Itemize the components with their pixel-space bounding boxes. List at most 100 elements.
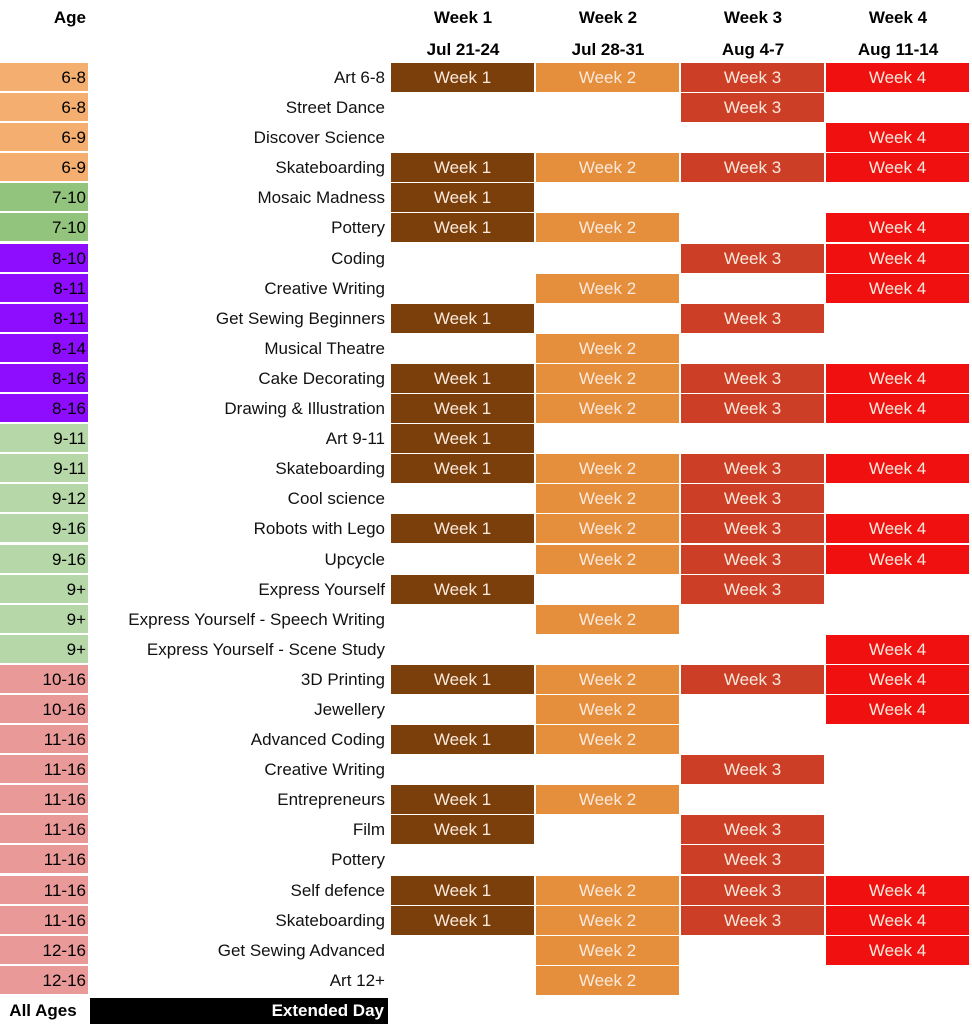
week-3-cell: Week 3 (681, 243, 824, 273)
table-row: 11-16 Film Week 1 Week 3 (0, 815, 972, 845)
table-row: 6-9 Discover Science Week 4 (0, 123, 972, 153)
week-4-dates: Aug 11-14 (857, 40, 939, 59)
table-row: 11-16 Advanced Coding Week 1 Week 2 (0, 725, 972, 755)
course-name: Entrepreneurs (277, 790, 385, 810)
week-1-cell: Week 1 (391, 574, 534, 604)
week-2-cell: Week 2 (536, 544, 679, 574)
course-name: Discover Science (253, 128, 385, 148)
week-2-cell: Week 2 (536, 694, 679, 724)
week-3-cell: Week 3 (681, 303, 824, 333)
course-name: Pottery (331, 218, 385, 238)
course-name: Musical Theatre (264, 338, 385, 358)
week-4-cell: Week 4 (826, 394, 969, 424)
course-name: Cool science (287, 489, 385, 509)
course-name: Cake Decorating (258, 368, 385, 388)
course-name: Creative Writing (264, 760, 385, 780)
week-1-header: Week 1 (433, 8, 493, 27)
course-name: Pottery (331, 850, 385, 870)
week-1-cell: Week 1 (391, 303, 534, 333)
week-2-cell: Week 2 (536, 63, 679, 92)
extended-day-row: All Ages Extended Day (0, 996, 972, 1024)
week-3-cell: Week 3 (681, 153, 824, 183)
week-3-cell: Week 3 (681, 544, 824, 574)
week-2-cell: Week 2 (536, 604, 679, 634)
week-1-cell: Week 1 (391, 875, 534, 905)
week-1-cell: Week 1 (391, 815, 534, 845)
week-2-cell: Week 2 (536, 965, 679, 995)
week-4-cell: Week 4 (826, 664, 969, 694)
week-4-cell: Week 4 (826, 514, 969, 544)
course-name: Advanced Coding (250, 730, 385, 750)
table-row: 9+ Express Yourself - Speech Writing Week … (0, 604, 972, 635)
week-2-cell: Week 2 (536, 514, 679, 544)
week-3-cell: Week 3 (681, 574, 824, 604)
week-4-cell: Week 4 (826, 694, 969, 724)
course-name: Robots with Lego (253, 519, 385, 539)
age-range-cell: 11-16 (0, 725, 88, 755)
table-row: 9-11 Skateboarding Week 1 Week 2 Week 3 Week … (0, 454, 972, 484)
week-4-cell: Week 4 (826, 213, 969, 243)
course-name: Creative Writing (264, 278, 385, 298)
table-row: 6-8 Street Dance Week 3 (0, 93, 972, 123)
week-1-cell: Week 1 (391, 454, 534, 484)
age-range-cell: 6-9 (0, 153, 88, 183)
week-3-cell: Week 3 (681, 664, 824, 694)
week-4-cell: Week 4 (826, 153, 969, 183)
course-name: Art 6-8 (333, 68, 385, 87)
course-name: Street Dance (285, 98, 385, 118)
week-1-cell: Week 1 (391, 363, 534, 393)
week-3-cell: Week 3 (681, 815, 824, 845)
age-column-header: Age (53, 8, 86, 27)
age-range-cell: 8-11 (0, 303, 88, 333)
week-1-cell: Week 1 (391, 183, 534, 213)
age-range-cell: 11-16 (0, 755, 88, 785)
week-3-cell: Week 3 (681, 363, 824, 393)
week-3-dates: Aug 4-7 (721, 40, 785, 59)
table-row: 8-14 Musical Theatre Week 2 (0, 333, 972, 364)
week-1-cell: Week 1 (391, 785, 534, 815)
age-range-cell: 9-12 (0, 484, 88, 514)
course-name: Skateboarding (275, 459, 385, 479)
week-1-cell: Week 1 (391, 63, 534, 92)
week-1-cell: Week 1 (391, 394, 534, 424)
table-row: 11-16 Self defence Week 1 Week 2 Week 3 Week … (0, 875, 972, 906)
week-1-cell: Week 1 (391, 153, 534, 183)
age-range-cell: 9-11 (0, 454, 88, 484)
week-1-cell: Week 1 (391, 213, 534, 243)
table-row: 10-16 Jewellery Week 2 Week 4 (0, 694, 972, 725)
age-range-cell: 6-8 (0, 63, 88, 92)
course-name: Coding (331, 248, 385, 268)
course-name: Film (352, 820, 385, 840)
week-2-cell: Week 2 (536, 664, 679, 694)
week-2-dates: Jul 28-31 (571, 40, 645, 59)
age-range-cell: 8-10 (0, 243, 88, 273)
course-name: Self defence (290, 880, 385, 900)
table-row: 11-16 Entrepreneurs Week 1 Week 2 (0, 785, 972, 815)
week-4-cell: Week 4 (826, 935, 969, 965)
week-4-cell: Week 4 (826, 273, 969, 303)
week-2-cell: Week 2 (536, 875, 679, 905)
table-row: 7-10 Mosaic Madness Week 1 (0, 183, 972, 213)
week-3-cell: Week 3 (681, 394, 824, 424)
week-2-cell: Week 2 (536, 363, 679, 393)
extended-day-bar: Extended Day (90, 997, 388, 1024)
week-3-cell: Week 3 (681, 63, 824, 92)
week-4-cell: Week 4 (826, 875, 969, 905)
age-range-cell: 9-16 (0, 514, 88, 544)
course-name: Express Yourself (258, 579, 385, 599)
week-3-header: Week 3 (723, 8, 783, 27)
age-range-cell: 8-14 (0, 333, 88, 363)
course-name: Get Sewing Advanced (217, 940, 385, 960)
course-name: Get Sewing Beginners (215, 308, 385, 328)
age-range-cell: 10-16 (0, 664, 88, 694)
course-name: Art 9-11 (325, 429, 385, 449)
week-2-cell: Week 2 (536, 213, 679, 243)
course-name: Drawing & Illustration (224, 399, 385, 419)
table-row: 9+ Express Yourself - Scene Study Week 4 (0, 634, 972, 665)
table-row: 12-16 Art 12+ Week 2 (0, 965, 972, 996)
week-4-cell: Week 4 (826, 123, 969, 153)
week-1-cell: Week 1 (391, 725, 534, 755)
week-2-cell: Week 2 (536, 725, 679, 755)
table-row: 9-16 Robots with Lego Week 1 Week 2 Week 3 We… (0, 514, 972, 544)
table-row: 8-16 Drawing & Illustration Week 1 Week 2 We… (0, 394, 972, 424)
